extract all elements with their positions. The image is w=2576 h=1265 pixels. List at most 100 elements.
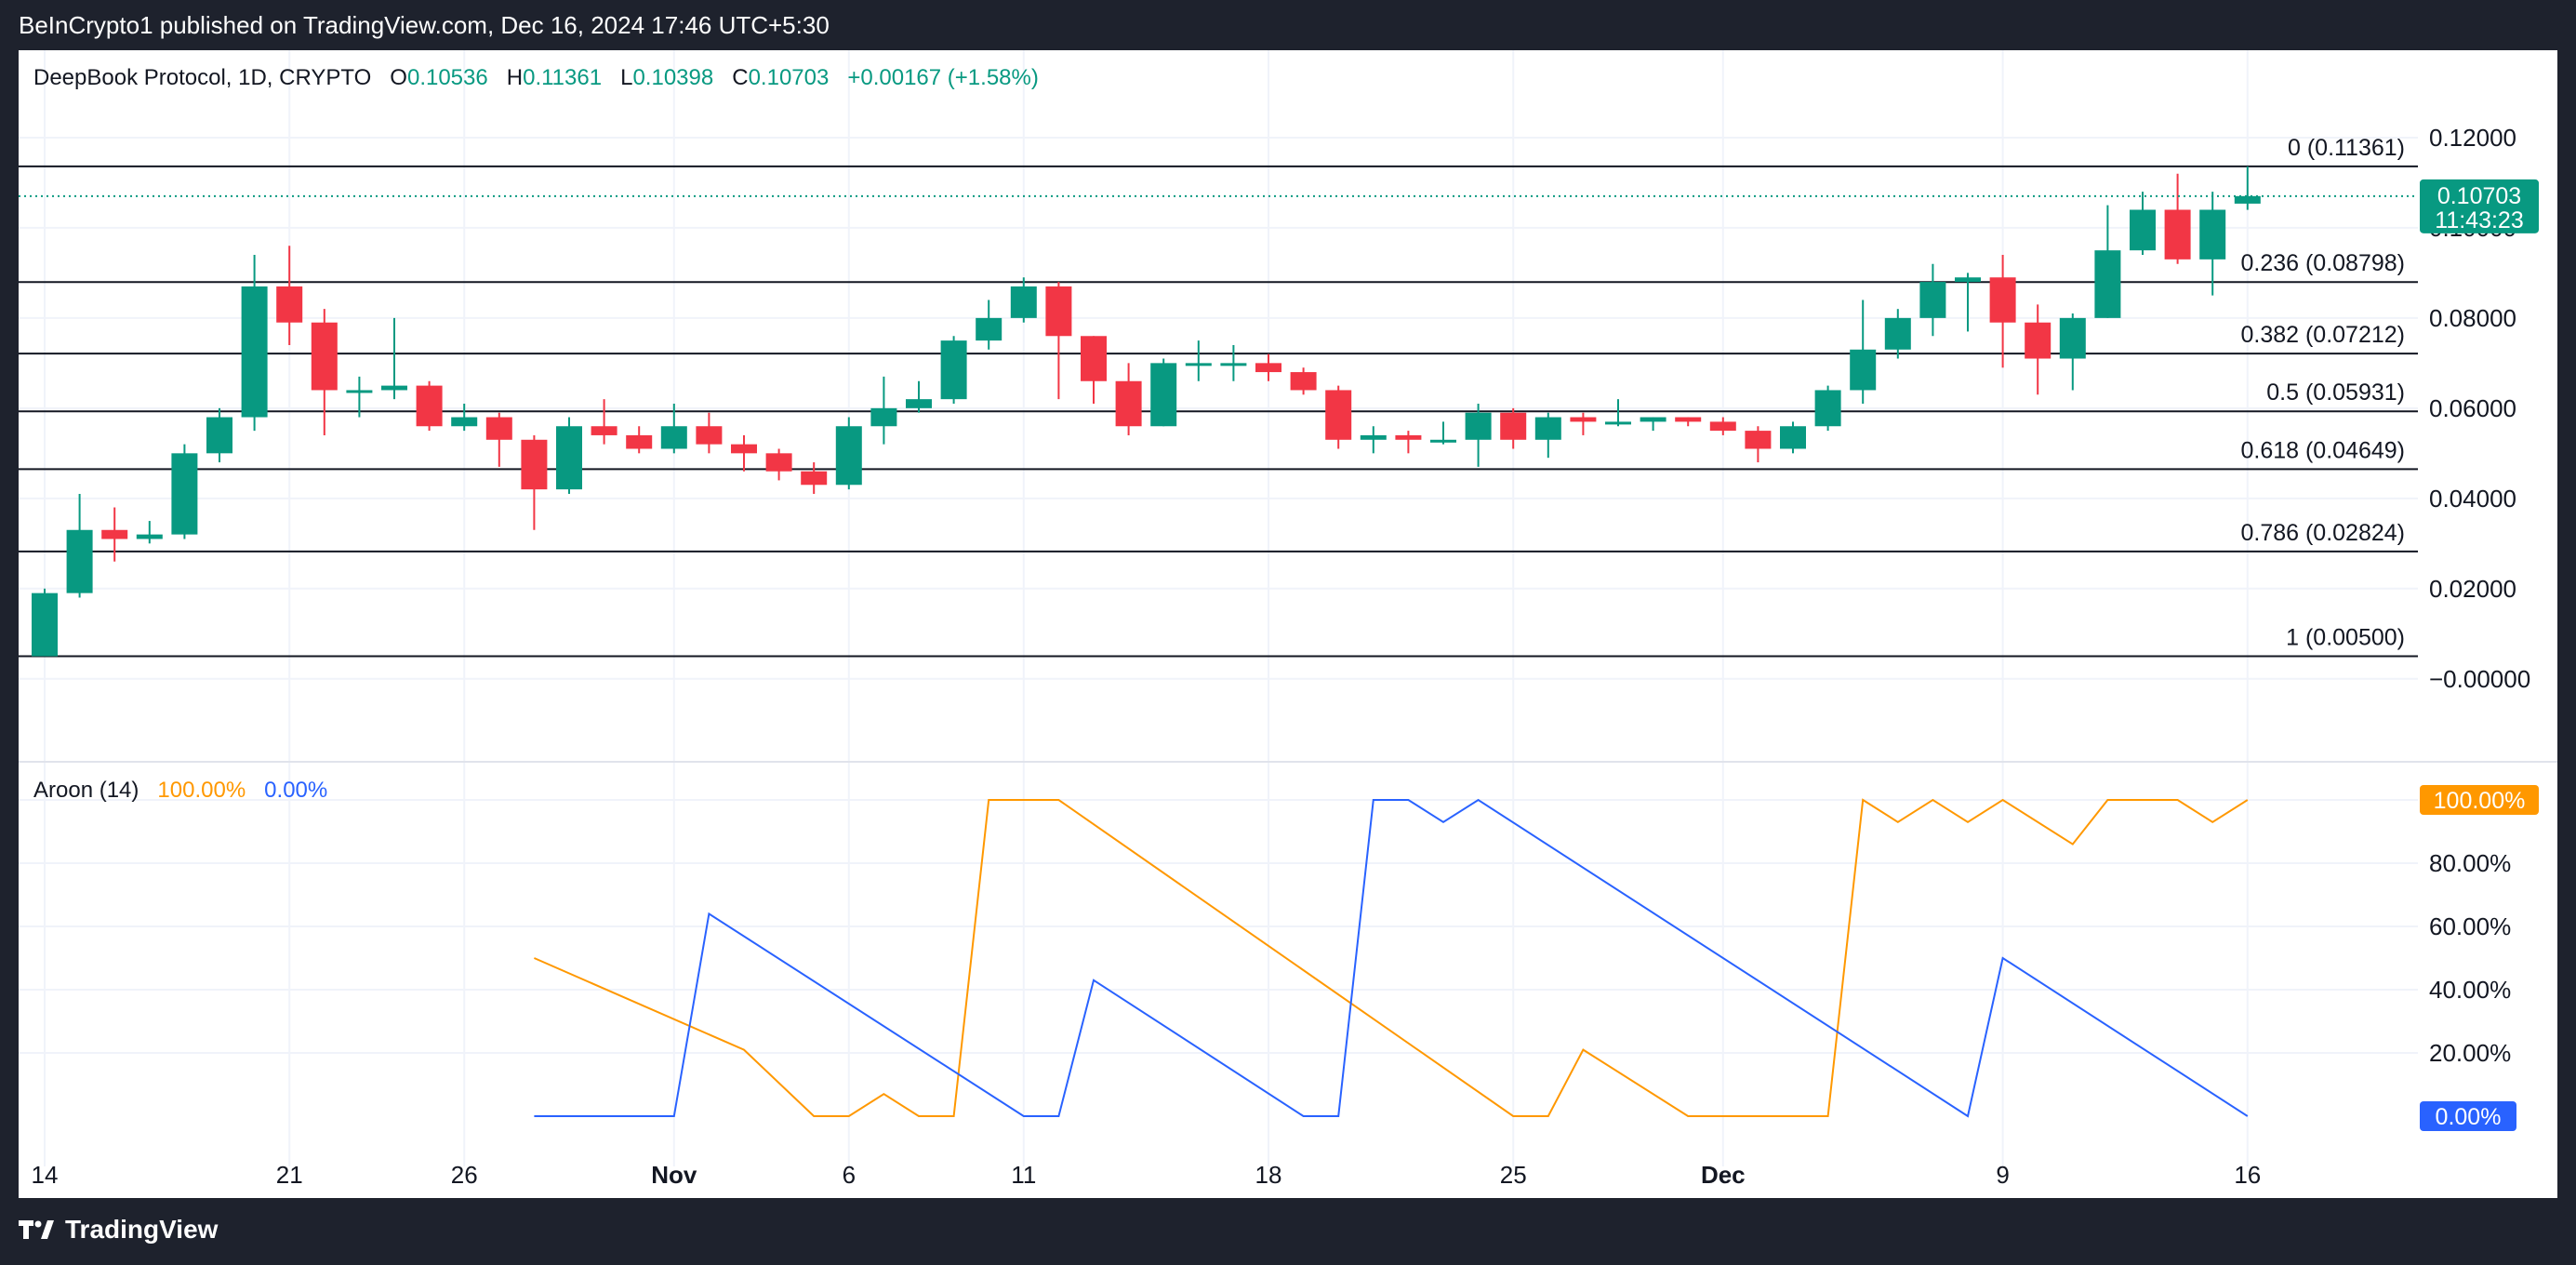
- candlestick-series: [32, 166, 2261, 657]
- candle-body: [870, 407, 897, 427]
- candle-body: [2199, 209, 2226, 260]
- price-axis[interactable]: 0.120000.100000.080000.060000.040000.020…: [2429, 124, 2530, 1067]
- candle-body: [1989, 277, 2016, 323]
- price-tag: [2420, 179, 2539, 233]
- candle-body: [1185, 363, 1212, 366]
- candle-body: [1955, 277, 1981, 283]
- candle-body: [1081, 336, 1107, 381]
- candle-body: [66, 529, 93, 593]
- candle-body: [1465, 412, 1492, 440]
- candle-body: [660, 426, 687, 449]
- time-tick-label: 9: [1996, 1161, 2009, 1189]
- aroon-down-tag-value: 0.00%: [2436, 1104, 2502, 1130]
- high-label: H: [506, 65, 524, 90]
- fibonacci-levels: 0 (0.11361) 0.236 (0.08798) 0.382 (0.07212…: [19, 135, 2418, 658]
- time-tick-label: 14: [32, 1161, 59, 1189]
- time-tick-label: Dec: [1701, 1161, 1746, 1189]
- aroon-up-line: [533, 798, 2249, 1117]
- candle-body: [731, 444, 757, 454]
- candle-body: [2025, 322, 2052, 359]
- candle-body: [485, 417, 512, 440]
- candle-body: [835, 426, 862, 486]
- price-tick-label: 0.12000: [2429, 124, 2516, 152]
- candle-body: [1115, 380, 1142, 427]
- time-axis[interactable]: 14 21 26 Nov 6 11 18 25 Dec 9 16: [32, 1161, 2262, 1189]
- brand-name: TradingView: [65, 1215, 219, 1244]
- candle-body: [2059, 317, 2086, 359]
- aroon-name: Aroon (14): [33, 778, 139, 803]
- candle-body: [696, 426, 723, 445]
- tradingview-logo[interactable]: TradingView: [19, 1215, 218, 1245]
- candle-body: [136, 534, 163, 539]
- candle-body: [556, 426, 582, 490]
- tradingview-logo-icon: [19, 1220, 54, 1239]
- candle-body: [101, 529, 128, 539]
- aroon-lines: [533, 798, 2249, 1118]
- aroon-tick-label: 80.00%: [2429, 849, 2511, 877]
- time-tick-label: 11: [1011, 1161, 1036, 1189]
- aroon-tick-label: 60.00%: [2429, 912, 2511, 940]
- price-tick-label: 0.08000: [2429, 304, 2516, 332]
- price-tick-label: −0.00000: [2429, 665, 2530, 693]
- candle-body: [1780, 426, 1806, 449]
- time-tick-label: Nov: [651, 1161, 697, 1189]
- candle-body: [1395, 434, 1422, 440]
- aroon-tick-label: 40.00%: [2429, 976, 2511, 1004]
- fib-label: 1 (0.00500): [2286, 625, 2405, 651]
- candle-body: [1675, 417, 1702, 422]
- close-label: C: [732, 65, 749, 90]
- candle-body: [626, 434, 653, 449]
- candle-body: [1430, 439, 1456, 443]
- candle-body: [1220, 363, 1247, 366]
- candle-body: [2234, 195, 2261, 204]
- aroon-legend: Aroon (14) 100.00% 0.00%: [33, 778, 327, 804]
- candle-body: [241, 286, 268, 418]
- candle-body: [311, 322, 338, 391]
- price-tick-label: 0.06000: [2429, 394, 2516, 422]
- candle-body: [1150, 363, 1177, 427]
- candle-body: [2130, 209, 2156, 251]
- fib-label: 0.786 (0.02824): [2240, 520, 2405, 546]
- candle-body: [1745, 431, 1772, 449]
- candle-body: [591, 426, 617, 435]
- main-legend: DeepBook Protocol, 1D, CRYPTO O0.10536 H…: [33, 65, 1039, 91]
- candle-body: [1570, 417, 1597, 422]
- aroon-down-value: 0.00%: [264, 778, 328, 803]
- close-value: 0.10703: [748, 65, 830, 90]
- time-tick-label: 26: [451, 1161, 478, 1189]
- grid-lines: [19, 50, 2418, 1166]
- candle-body: [1605, 421, 1631, 425]
- time-tick-label: 18: [1255, 1161, 1282, 1189]
- candle-body: [1919, 282, 1946, 318]
- aroon-up-value: 100.00%: [157, 778, 246, 803]
- low-label: L: [620, 65, 633, 90]
- fib-label: 0.382 (0.07212): [2240, 322, 2405, 348]
- change-value: +0.00167 (+1.58%): [847, 65, 1039, 90]
- candle-body: [1500, 412, 1527, 440]
- candle-body: [2094, 250, 2121, 318]
- candle-body: [1814, 390, 1841, 427]
- aroon-up-tag-value: 100.00%: [2434, 788, 2526, 814]
- chart-svg[interactable]: 0 (0.11361) 0.236 (0.08798) 0.382 (0.07212…: [19, 50, 2557, 1198]
- candle-body: [976, 317, 1003, 341]
- footer: TradingView: [0, 1198, 2576, 1265]
- fib-label: 0.618 (0.04649): [2240, 437, 2405, 463]
- publish-header: BeInCrypto1 published on TradingView.com…: [0, 0, 2576, 50]
- price-tick-label: 0.02000: [2429, 575, 2516, 603]
- price-tag-countdown: 11:43:23: [2435, 207, 2523, 233]
- candle-body: [940, 340, 967, 400]
- aroon-up-tag: [2420, 785, 2539, 815]
- candle-body: [171, 453, 198, 535]
- candle-body: [2164, 209, 2191, 260]
- candle-body: [381, 385, 407, 391]
- candle-body: [1010, 286, 1037, 318]
- high-value: 0.11361: [523, 65, 603, 90]
- chart-panel[interactable]: 0 (0.11361) 0.236 (0.08798) 0.382 (0.07212…: [19, 50, 2557, 1198]
- fib-label: 0 (0.11361): [2288, 135, 2405, 161]
- candle-body: [276, 286, 303, 323]
- time-tick-label: 6: [843, 1161, 856, 1189]
- candle-body: [1884, 317, 1911, 350]
- aroon-down-line: [534, 798, 2249, 1118]
- candle-body: [1290, 372, 1317, 391]
- open-value: 0.10536: [406, 65, 488, 90]
